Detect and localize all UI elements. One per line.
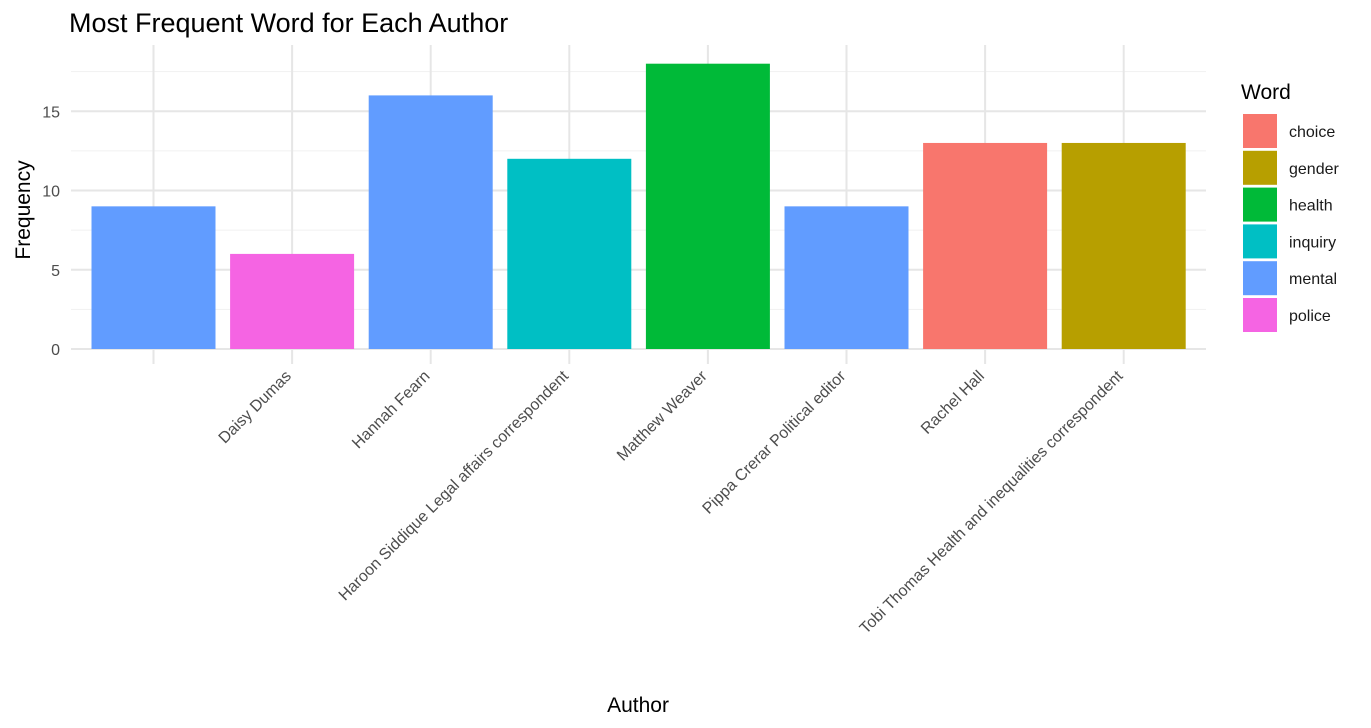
x-tick-label: Pippa Crerar Political editor <box>700 367 850 517</box>
legend-swatch <box>1243 224 1277 259</box>
legend-title: Word <box>1241 81 1291 104</box>
bar <box>645 63 770 349</box>
legend-swatch <box>1243 114 1277 148</box>
legend-label: gender <box>1289 161 1339 178</box>
legend-label: choice <box>1289 124 1335 141</box>
legend: Word choice gender health inquiry mental poli… <box>1241 81 1339 332</box>
x-tick-label: Tobi Thomas Health and inequalities corr… <box>857 367 1127 637</box>
x-tick-label: Hannah Fearn <box>349 368 433 452</box>
legend-label: mental <box>1289 271 1337 288</box>
bar <box>368 95 493 350</box>
legend-swatch <box>1243 187 1277 222</box>
legend-swatch <box>1243 150 1277 185</box>
x-tick-label: Matthew Weaver <box>614 367 711 464</box>
x-tick-label: Rachel Hall <box>918 368 988 438</box>
y-axis-title: Frequency <box>12 160 35 260</box>
legend-label: inquiry <box>1289 234 1336 251</box>
x-tick-label: Haroon Siddique Legal affairs correspond… <box>336 367 573 604</box>
bar <box>230 253 355 349</box>
x-tick-label: Daisy Dumas <box>216 368 295 447</box>
legend-label: police <box>1289 308 1331 325</box>
legend-label: health <box>1289 198 1333 215</box>
bars <box>91 63 1186 350</box>
bar <box>507 158 632 349</box>
y-tick-label: 0 <box>51 342 60 359</box>
y-tick-label: 10 <box>42 184 60 201</box>
bar <box>91 206 216 349</box>
x-axis-title: Author <box>607 694 669 717</box>
y-tick-label: 5 <box>51 263 60 280</box>
y-axis-ticks: 0 5 10 15 <box>42 104 60 359</box>
bar <box>923 142 1048 349</box>
bar <box>1061 142 1186 349</box>
bar <box>784 206 909 349</box>
legend-swatch <box>1243 261 1277 296</box>
y-tick-label: 15 <box>42 104 60 121</box>
legend-swatch <box>1243 298 1277 332</box>
chart-title: Most Frequent Word for Each Author <box>69 8 508 38</box>
